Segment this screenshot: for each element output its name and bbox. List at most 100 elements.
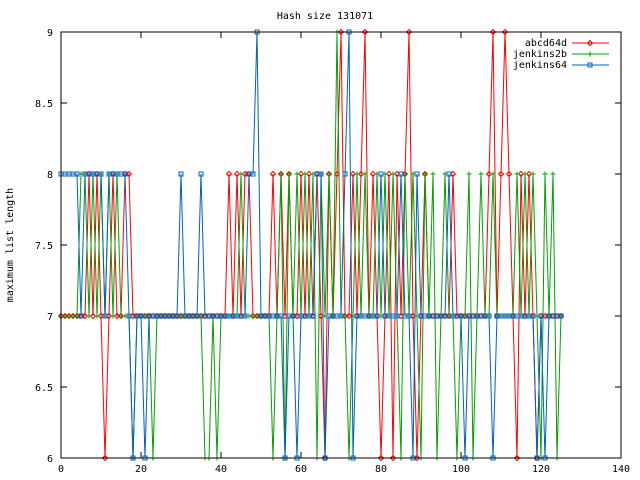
data-point	[466, 171, 472, 177]
data-point	[522, 171, 528, 177]
data-point	[525, 170, 533, 178]
data-point	[357, 170, 365, 178]
data-point	[126, 313, 132, 319]
data-point	[345, 312, 353, 320]
data-point	[542, 171, 548, 177]
data-point	[305, 170, 313, 178]
plot-frame	[60, 31, 622, 459]
data-point	[550, 171, 556, 177]
data-point	[326, 171, 332, 177]
data-point	[530, 313, 536, 319]
data-point	[361, 28, 369, 36]
y-tick-label: 6	[47, 454, 53, 465]
data-point	[194, 313, 200, 319]
y-axis-label: maximum list length	[5, 188, 16, 302]
data-point	[422, 171, 428, 177]
data-point	[102, 313, 108, 319]
data-point	[377, 454, 385, 462]
data-point	[269, 170, 277, 178]
data-point	[485, 170, 493, 178]
data-point	[225, 170, 233, 178]
legend-marker	[587, 51, 593, 57]
data-point	[405, 28, 413, 36]
data-point	[514, 171, 520, 177]
data-point	[78, 313, 84, 319]
data-point	[138, 313, 144, 319]
data-point	[458, 313, 464, 319]
legend-marker	[586, 39, 594, 47]
data-point	[86, 313, 92, 319]
data-point	[538, 313, 544, 319]
data-point	[558, 313, 564, 319]
data-point	[342, 171, 348, 177]
plot-area	[57, 28, 565, 462]
data-point	[250, 171, 256, 177]
data-point	[369, 170, 377, 178]
y-tick-label: 7.5	[35, 241, 53, 252]
x-tick-label: 100	[452, 464, 470, 475]
data-point	[390, 171, 396, 177]
data-point	[242, 313, 248, 319]
data-point	[414, 171, 420, 177]
data-point	[530, 171, 536, 177]
data-point	[94, 313, 100, 319]
data-point	[178, 171, 184, 177]
data-point	[374, 313, 380, 319]
data-point	[238, 171, 244, 177]
data-point	[362, 171, 368, 177]
data-point	[89, 312, 97, 320]
y-tick-label: 9	[47, 28, 53, 39]
data-point	[98, 171, 104, 177]
data-point	[278, 313, 284, 319]
data-point	[385, 170, 393, 178]
y-tick-label: 7	[47, 312, 53, 323]
data-point	[513, 454, 521, 462]
legend-marker	[587, 62, 593, 68]
x-tick-label: 140	[612, 464, 630, 475]
data-point	[486, 313, 492, 319]
data-point	[278, 171, 284, 177]
data-point	[378, 171, 384, 177]
legend-label: jenkins2b	[513, 49, 567, 60]
y-tick-label: 8.5	[35, 99, 53, 110]
data-point	[337, 28, 345, 36]
x-tick-label: 60	[295, 464, 307, 475]
data-point	[349, 170, 357, 178]
data-point	[110, 313, 116, 319]
y-tick-label: 6.5	[35, 383, 53, 394]
data-point	[505, 170, 513, 178]
legend-label: jenkins64	[513, 60, 567, 71]
data-point	[290, 313, 296, 319]
data-point	[338, 313, 344, 319]
data-point	[489, 28, 497, 36]
data-point	[398, 171, 404, 177]
data-point	[294, 171, 300, 177]
data-point	[354, 171, 360, 177]
x-tick-label: 0	[58, 464, 64, 475]
series-jenkins64	[58, 29, 564, 461]
chart-title: Hash size 131071	[277, 11, 373, 22]
x-tick-label: 120	[532, 464, 550, 475]
x-tick-label: 40	[215, 464, 227, 475]
data-point	[174, 313, 180, 319]
data-point	[297, 170, 305, 178]
x-tick-label: 20	[135, 464, 147, 475]
data-point	[478, 171, 484, 177]
y-tick-label: 8	[47, 170, 53, 181]
data-point	[233, 170, 241, 178]
data-point	[122, 171, 128, 177]
data-point	[442, 313, 448, 319]
data-point	[310, 313, 316, 319]
data-point	[302, 171, 308, 177]
data-point	[501, 28, 509, 36]
data-point	[517, 170, 525, 178]
data-point	[101, 454, 109, 462]
data-point	[446, 171, 452, 177]
data-point	[318, 171, 324, 177]
legend-label: abcd64d	[525, 38, 567, 49]
data-point	[74, 171, 80, 177]
data-point	[490, 171, 496, 177]
data-point	[394, 313, 400, 319]
